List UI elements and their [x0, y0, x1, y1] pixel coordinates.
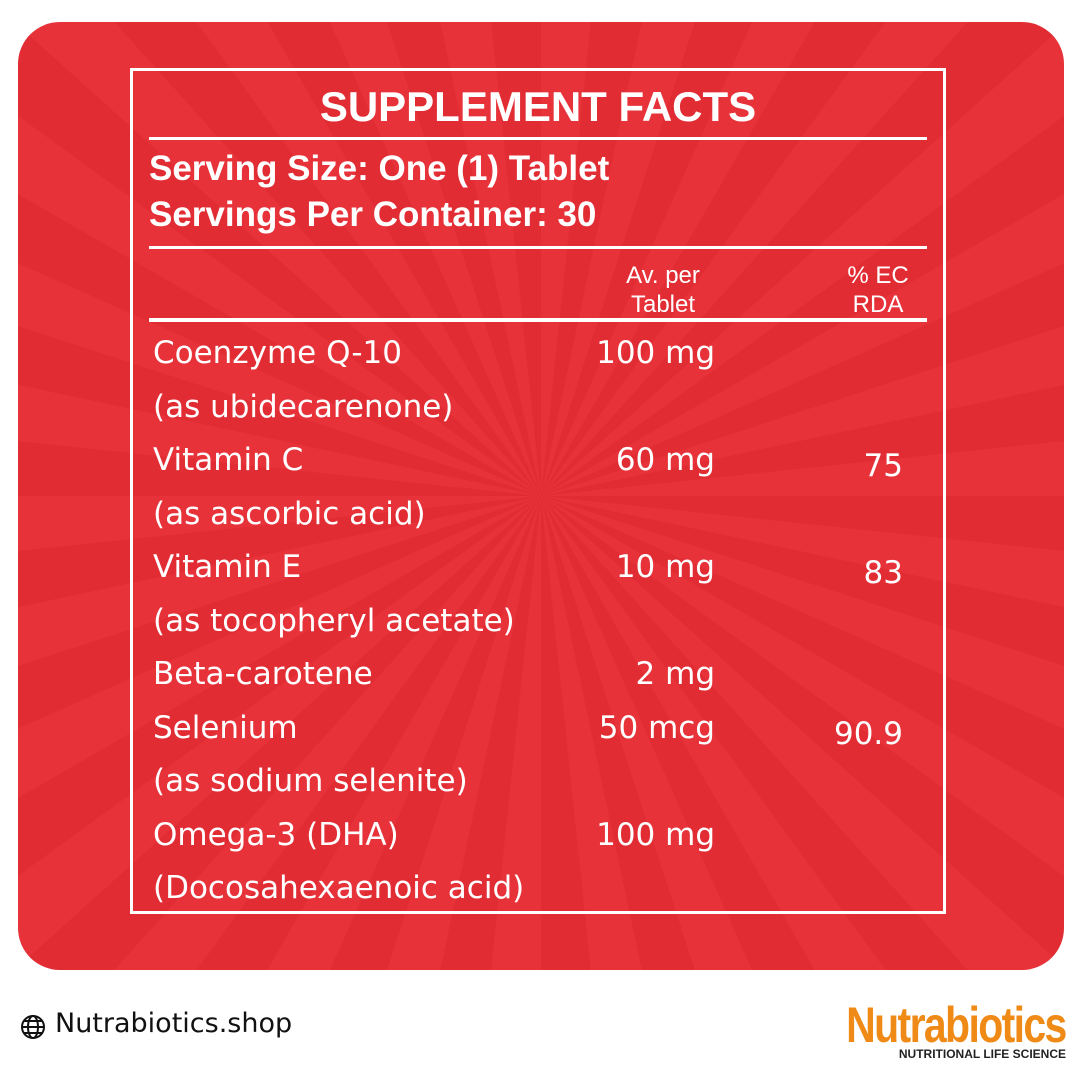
- nutrient-detail: (as ascorbic acid): [153, 495, 426, 532]
- nutrient-name: Coenzyme Q-10: [153, 335, 402, 371]
- amount: 50 mcg: [598, 709, 715, 746]
- nutrient-name: Vitamin C: [153, 442, 304, 478]
- nutrient-name: Beta-carotene: [153, 656, 373, 692]
- nutrient-detail: (as ubidecarenone): [153, 388, 454, 425]
- nutrient-detail: (as sodium selenite): [153, 763, 468, 799]
- column-header: Av. per: [626, 262, 700, 289]
- column-header: % EC: [847, 262, 909, 289]
- serving-size: Serving Size: One (1) Tablet: [149, 149, 610, 188]
- rda-percent: 90.9: [833, 715, 903, 752]
- brand-tagline: NUTRITIONAL LIFE SCIENCE: [898, 1047, 1066, 1061]
- globe-icon: [21, 1015, 45, 1039]
- website: Nutrabiotics.shop: [55, 1008, 293, 1039]
- rule: [149, 137, 927, 140]
- column-header: RDA: [852, 291, 904, 318]
- facts-box: SUPPLEMENT FACTS Serving Size: One (1) T…: [130, 68, 946, 914]
- amount: 60 mg: [615, 442, 715, 478]
- label-panel: SUPPLEMENT FACTS Serving Size: One (1) T…: [18, 22, 1064, 970]
- brand-logo: Nutrabiotics: [846, 997, 1067, 1053]
- nutrient-name: Omega-3 (DHA): [153, 816, 399, 853]
- column-header: Tablet: [630, 291, 696, 318]
- title: SUPPLEMENT FACTS: [319, 83, 757, 130]
- amount: 10 mg: [615, 549, 715, 585]
- nutrient-detail: (Docosahexaenoic acid): [153, 870, 525, 906]
- rule: [149, 246, 927, 249]
- nutrient-name: Selenium: [153, 709, 298, 746]
- amount: 100 mg: [596, 335, 715, 371]
- nutrient-detail: (as tocopheryl acetate): [153, 602, 515, 639]
- rda-percent: 83: [863, 555, 903, 591]
- rda-percent: 75: [863, 448, 903, 484]
- amount: 2 mg: [635, 656, 715, 692]
- amount: 100 mg: [596, 816, 715, 853]
- rule: [149, 318, 927, 322]
- nutrient-name: Vitamin E: [153, 549, 302, 585]
- servings-per-container: Servings Per Container: 30: [149, 195, 597, 234]
